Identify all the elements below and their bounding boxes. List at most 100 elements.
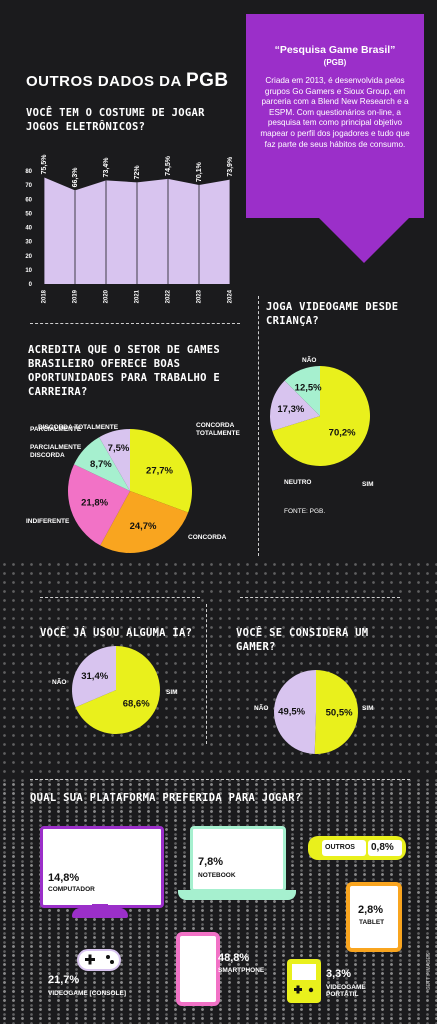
slice-value-label: 7,5%: [108, 443, 130, 454]
pie-slice: [272, 366, 370, 466]
question-used-ai: VOCÊ JÁ USOU ALGUMA IA?: [40, 627, 193, 639]
source-note: FONTE: PGB.: [284, 508, 326, 515]
y-tick-label: 50: [25, 211, 32, 217]
pie-slice: [74, 437, 130, 491]
divider: [40, 597, 200, 598]
pie-slice: [72, 646, 116, 708]
y-tick-label: 0: [29, 282, 33, 288]
platform-label-computer: COMPUTADOR: [48, 886, 95, 893]
slice-value-label: 50,5%: [326, 707, 353, 718]
x-tick-label: 2022: [166, 289, 172, 303]
pie-slice: [68, 464, 130, 546]
slice-category-label: TOTALMENTE: [196, 430, 240, 437]
data-label: 75,5%: [41, 154, 48, 175]
smartphone-icon: [176, 932, 220, 1006]
platform-label-outros: OUTROS: [325, 844, 355, 851]
gamepad-icon: [77, 949, 121, 971]
question-play-games: VOCÊ TEM O COSTUME DE JOGAR JOGOS ELETRÔ…: [26, 107, 205, 133]
slice-value-label: 31,4%: [81, 671, 108, 682]
pie-slice: [274, 670, 316, 754]
laptop-base-icon: [178, 890, 296, 900]
info-box-text: Criada em 2013, é desenvolvida pelos gru…: [260, 76, 410, 149]
section-title: OUTROS DADOS DA PGB: [26, 70, 229, 92]
handheld-screen-2: [368, 840, 402, 856]
pie-slice: [270, 380, 320, 431]
slice-category-label: INDIFERENTE: [26, 518, 70, 525]
slice-category-label: PARCIALMENTE: [30, 426, 82, 433]
platform-pct-tablet: 2,8%: [358, 904, 384, 916]
info-box-title: “Pesquisa Game Brasil”: [274, 44, 396, 56]
slice-category-label: DISCORDA TOTALMENTE: [38, 424, 119, 431]
pie-slice: [75, 646, 160, 734]
data-label: 73,4%: [103, 157, 110, 178]
area-chart-play-games: 2018 75,5% 2019 66,3% 2020 73,4% 2021 72% 2022 74…: [25, 154, 234, 304]
platform-label-tablet: TABLET: [359, 919, 385, 926]
divider: [30, 323, 240, 324]
pie-chart-career: 27,7%CONCORDATOTALMENTE24,7%CONCORDAPARC…: [26, 422, 240, 553]
monitor-icon: [40, 826, 164, 908]
y-tick-label: 10: [25, 268, 32, 274]
slice-value-label: 68,6%: [123, 698, 150, 709]
platform-pct-console: 21,7%: [48, 974, 80, 986]
pie-slice: [100, 491, 189, 553]
slice-value-label: 21,8%: [81, 497, 108, 508]
x-tick-label: 2018: [42, 289, 48, 303]
slice-value-label: 24,7%: [130, 521, 157, 532]
pie-slice: [130, 429, 192, 513]
photo-credit: GETTY IMAGES: [426, 952, 432, 990]
data-label: 66,3%: [72, 167, 79, 188]
slice-category-label: NÃO: [254, 703, 268, 712]
y-tick-label: 80: [25, 169, 32, 175]
platform-pct-portable: 3,3%: [326, 968, 352, 980]
info-box: “Pesquisa Game Brasil” (PGB) Criada em 2…: [246, 14, 424, 218]
slice-value-label: 49,5%: [278, 707, 305, 718]
monitor-stand-icon: [92, 904, 108, 910]
y-tick-label: 30: [25, 240, 32, 246]
question-since-child: JOGA VIDEOGAME DESDE CRIANÇA?: [266, 301, 399, 327]
platform-pct-notebook: 7,8%: [198, 856, 224, 868]
y-tick-label: 40: [25, 226, 32, 232]
section-title-prefix: OUTROS DADOS DA: [26, 73, 182, 90]
laptop-icon: [190, 826, 286, 892]
pie-chart-since-child: 70,2% SIM 17,3% NEUTRO 12,5% NÃO: [270, 355, 374, 488]
info-box-pointer: [318, 217, 410, 263]
x-tick-label: 2023: [197, 289, 203, 303]
divider: [30, 779, 410, 780]
y-tick-label: 60: [25, 197, 32, 203]
x-tick-label: 2019: [73, 289, 79, 303]
slice-category-label: CONCORDA: [196, 422, 235, 429]
platform-label-portable: VIDEOGAME PORTÁTIL: [326, 984, 366, 998]
slice-category-label: PARCIALMENTE: [30, 444, 82, 451]
pie-chart-used-ai: 68,6% SIM 31,4% NÃO: [52, 646, 178, 734]
platform-label-console: VIDEOGAME [CONSOLE]: [48, 990, 127, 997]
slice-category-label: SIM: [362, 481, 374, 488]
slice-value-label: 27,7%: [146, 465, 173, 476]
question-career: ACREDITA QUE O SETOR DE GAMES BRASILEIRO…: [28, 344, 221, 398]
divider: [240, 597, 400, 598]
platform-pct-smartphone: 48,8%: [218, 952, 250, 964]
y-tick-label: 20: [25, 254, 32, 260]
pie-slice: [314, 670, 358, 754]
slice-category-label: NÃO: [302, 355, 316, 364]
data-label: 72%: [134, 165, 141, 180]
slice-category-label: NEUTRO: [284, 479, 311, 486]
data-label: 73,9%: [227, 156, 234, 177]
monitor-base-icon: [72, 908, 128, 918]
pie-slice: [284, 366, 320, 416]
x-tick-label: 2021: [135, 289, 141, 303]
platform-pct-outros: 0,8%: [371, 842, 394, 853]
divider-vertical: [206, 604, 207, 744]
platform-label-notebook: NOTEBOOK: [198, 872, 236, 879]
x-tick-label: 2020: [104, 289, 110, 303]
data-label: 74,5%: [165, 155, 172, 176]
handheld-screen: [322, 840, 366, 856]
slice-category-label: SIM: [166, 689, 178, 696]
slice-value-label: 70,2%: [329, 427, 356, 438]
x-tick-label: 2024: [228, 289, 234, 303]
platform-label-smartphone: SMARTPHONE: [218, 967, 265, 974]
slice-value-label: 17,3%: [277, 404, 304, 415]
slice-category-label: CONCORDA: [188, 534, 227, 541]
question-platform: QUAL SUA PLATAFORMA PREFERIDA PARA JOGAR…: [30, 792, 302, 804]
slice-category-label: NÃO: [52, 677, 66, 686]
slice-category-label: SIM: [362, 705, 374, 712]
